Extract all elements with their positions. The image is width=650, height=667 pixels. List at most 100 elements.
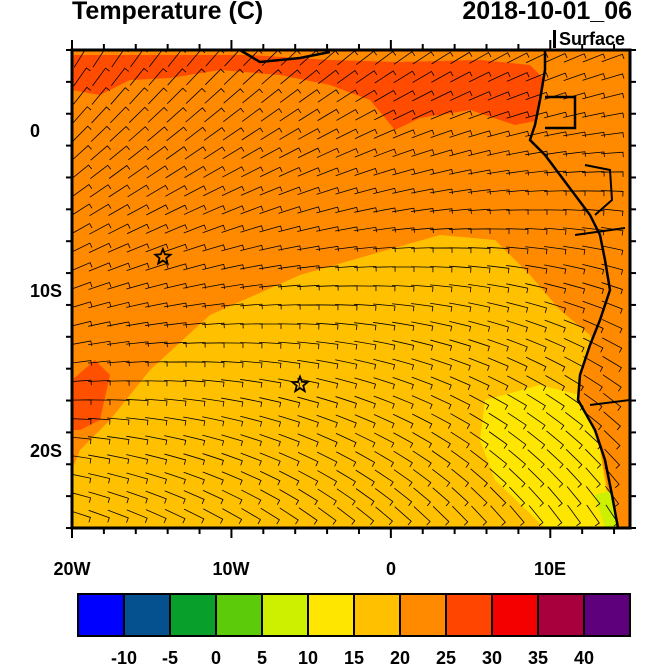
wind-barb bbox=[297, 451, 319, 467]
wind-barb bbox=[354, 414, 376, 429]
wind-barb bbox=[298, 128, 321, 140]
wind-barb bbox=[430, 284, 453, 293]
wind-barb bbox=[354, 207, 378, 213]
wind-barb bbox=[467, 208, 491, 215]
colorbar-swatch bbox=[399, 593, 447, 637]
wind-barb bbox=[277, 323, 301, 330]
wind-barb bbox=[392, 413, 414, 429]
wind-barb bbox=[166, 107, 187, 123]
map-frame bbox=[70, 48, 632, 530]
wind-barb bbox=[392, 227, 415, 233]
wind-barb bbox=[88, 360, 111, 366]
wind-barb bbox=[278, 166, 302, 177]
wind-barb bbox=[374, 89, 397, 102]
wind-barb bbox=[468, 189, 491, 195]
wind-barb bbox=[202, 471, 224, 485]
colorbar-swatch bbox=[123, 593, 171, 637]
wind-barb bbox=[107, 417, 130, 425]
colorbar-swatch bbox=[215, 593, 263, 637]
wind-barb bbox=[221, 434, 244, 447]
wind-barb bbox=[450, 51, 473, 64]
wind-barb bbox=[355, 89, 378, 103]
wind-barb bbox=[164, 472, 186, 485]
wind-barb bbox=[335, 396, 357, 409]
wind-barb bbox=[183, 322, 206, 328]
wind-barb bbox=[202, 434, 225, 446]
wind-barb bbox=[166, 87, 187, 105]
wind-barb bbox=[335, 340, 358, 350]
wind-barb bbox=[336, 109, 359, 121]
wind-barb bbox=[354, 340, 377, 350]
wind-barb bbox=[525, 111, 549, 119]
wind-barb bbox=[259, 225, 283, 233]
wind-barb bbox=[487, 189, 510, 195]
wind-barb bbox=[334, 265, 358, 272]
wind-barb bbox=[90, 164, 112, 180]
wind-barb bbox=[566, 486, 582, 507]
wind-barb bbox=[601, 53, 625, 63]
wind-barb bbox=[296, 284, 320, 291]
plot-title: Temperature (C) bbox=[72, 0, 264, 25]
wind-barb bbox=[182, 342, 206, 348]
wind-barb bbox=[297, 433, 319, 447]
wind-barb bbox=[373, 148, 397, 158]
wind-barb bbox=[240, 244, 264, 252]
wind-barb bbox=[241, 489, 262, 505]
wind-barb bbox=[411, 207, 434, 214]
wind-barb bbox=[354, 377, 377, 390]
wind-barb bbox=[547, 505, 563, 527]
wind-barb bbox=[316, 414, 338, 428]
wind-barb bbox=[202, 263, 226, 270]
wind-barb bbox=[107, 341, 130, 347]
wind-barb bbox=[259, 397, 282, 408]
wind-barb bbox=[525, 283, 548, 294]
wind-barb bbox=[563, 337, 585, 353]
wind-barb bbox=[487, 283, 510, 293]
wind-barb bbox=[223, 68, 244, 85]
wind-barb bbox=[601, 263, 624, 275]
wind-barb bbox=[278, 396, 301, 408]
wind-barb bbox=[431, 413, 452, 429]
colorbar-label: -5 bbox=[162, 648, 178, 667]
wind-barb bbox=[582, 131, 606, 138]
wind-barb bbox=[260, 507, 280, 525]
wind-barb bbox=[204, 107, 226, 123]
wind-barb bbox=[297, 265, 320, 271]
wind-barb bbox=[506, 130, 530, 138]
wind-barb bbox=[317, 128, 340, 140]
wind-barb bbox=[127, 165, 150, 179]
wind-barb bbox=[316, 359, 339, 369]
wind-barb bbox=[582, 300, 604, 314]
wind-barb bbox=[241, 146, 264, 159]
wind-barb bbox=[544, 52, 568, 63]
wind-barb bbox=[354, 167, 378, 176]
wind-barb bbox=[297, 396, 320, 408]
wind-barb bbox=[186, 68, 206, 86]
wind-barb bbox=[316, 206, 340, 214]
wind-barb bbox=[392, 109, 416, 121]
wind-barb bbox=[450, 413, 471, 429]
wind-barb bbox=[260, 127, 283, 141]
wind-barb bbox=[487, 302, 510, 313]
wind-barb bbox=[489, 486, 507, 507]
wind-barb bbox=[544, 227, 567, 235]
wind-barb bbox=[202, 416, 225, 427]
wind-barb bbox=[430, 129, 454, 139]
wind-barb bbox=[110, 87, 130, 105]
wind-barb bbox=[563, 301, 585, 314]
wind-barb bbox=[336, 89, 359, 103]
wind-barb bbox=[564, 393, 584, 411]
wind-barb bbox=[202, 224, 226, 234]
wind-barb bbox=[72, 492, 92, 503]
wind-barb bbox=[279, 88, 302, 103]
colorbar-swatch bbox=[445, 593, 493, 637]
wind-barb bbox=[487, 265, 510, 274]
wind-barb bbox=[240, 415, 263, 427]
wind-barb bbox=[72, 473, 92, 484]
wind-barb bbox=[241, 127, 264, 141]
wind-barb bbox=[240, 452, 262, 466]
wind-barb bbox=[605, 485, 620, 508]
wind-barb bbox=[411, 129, 435, 139]
wind-barb bbox=[146, 145, 169, 160]
